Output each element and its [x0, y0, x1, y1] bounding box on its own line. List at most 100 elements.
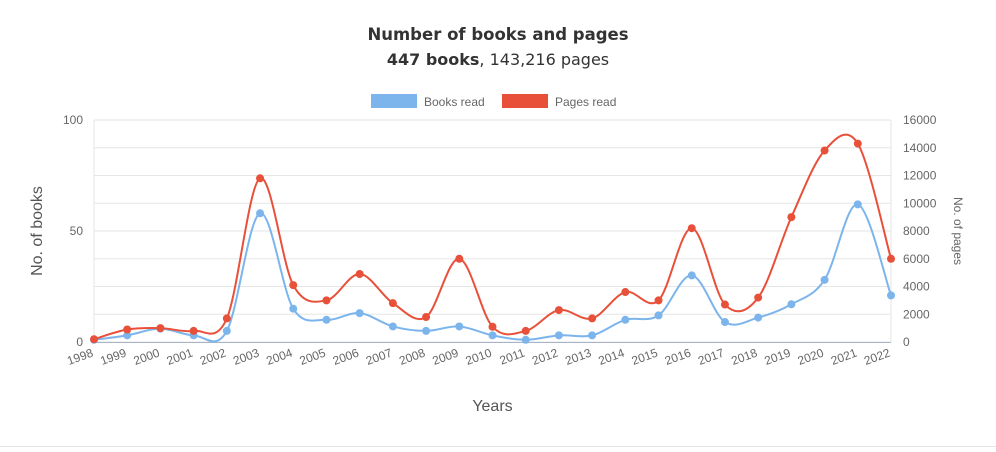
x-tick-label: 2016 [663, 346, 693, 368]
chart-title: Number of books and pages [367, 25, 629, 44]
data-point-pages-read [588, 314, 597, 323]
data-point-pages-read [189, 326, 198, 335]
y-right-tick-label: 4000 [903, 280, 930, 294]
pages-total: 143,216 pages [489, 50, 610, 69]
x-tick-label: 2011 [498, 346, 527, 368]
x-tick-label: 2002 [198, 346, 228, 368]
data-point-pages-read [488, 322, 497, 331]
data-point-books-read [687, 271, 696, 280]
y-right-tick-label: 12000 [903, 169, 937, 183]
x-tick-label: 2021 [829, 346, 859, 368]
x-tick-label: 1998 [65, 346, 95, 368]
y-right-tick-label: 8000 [903, 224, 930, 238]
bottom-divider [0, 446, 996, 447]
x-tick-label: 2009 [430, 346, 460, 368]
data-point-books-read [654, 311, 663, 320]
data-point-pages-read [256, 174, 265, 183]
data-point-books-read [720, 318, 729, 327]
x-tick-label: 2017 [696, 346, 726, 368]
data-point-books-read [887, 291, 895, 300]
series-line-books-read [93, 203, 892, 343]
data-point-books-read [322, 315, 331, 324]
data-point-books-read [422, 326, 431, 335]
y-right-tick-label: 2000 [903, 307, 930, 321]
x-tick-label: 2020 [796, 346, 826, 368]
y-right-tick-label: 10000 [903, 196, 937, 210]
series-line-pages-read [93, 133, 892, 341]
x-tick-label: 2013 [563, 346, 593, 368]
data-point-books-read [787, 300, 796, 309]
y-right-axis-title: No. of pages [951, 197, 965, 265]
series-books-read [90, 200, 895, 344]
data-point-pages-read [887, 254, 895, 263]
data-point-books-read [588, 331, 597, 340]
x-tick-label: 2022 [862, 346, 892, 368]
data-point-pages-read [388, 299, 397, 308]
data-point-books-read [621, 315, 630, 324]
data-point-pages-read [90, 335, 98, 344]
x-tick-label: 2014 [596, 346, 626, 368]
legend-label-pages-read: Pages read [555, 95, 616, 109]
data-point-pages-read [820, 146, 829, 155]
y-right-tick-labels: 0 2000 4000 6000 8000 10000 12000 14000 16000 [903, 113, 937, 349]
x-tick-label: 2015 [630, 346, 660, 368]
data-point-pages-read [455, 254, 464, 263]
x-tick-label: 2005 [298, 346, 328, 368]
x-tick-label: 2006 [331, 346, 361, 368]
data-point-books-read [455, 322, 464, 331]
x-tick-label: 2000 [132, 346, 162, 368]
data-point-pages-read [521, 326, 530, 335]
data-point-pages-read [754, 293, 763, 302]
data-point-books-read [123, 331, 132, 340]
x-axis-title: Years [472, 398, 512, 415]
gridlines [94, 119, 891, 343]
x-tick-label: 1999 [98, 346, 128, 368]
x-tick-label: 2003 [231, 346, 261, 368]
x-tick-label: 2018 [729, 346, 759, 368]
chart-subtitle: 447 books, 143,216 pages [386, 50, 610, 69]
x-tick-label: 2007 [364, 346, 394, 368]
legend: Books read Pages read [371, 94, 616, 109]
data-point-books-read [355, 309, 364, 318]
y-left-tick-label: 0 [76, 335, 83, 349]
data-point-pages-read [554, 306, 563, 315]
x-tick-label: 2012 [530, 346, 560, 368]
x-tick-label: 2001 [165, 346, 195, 368]
data-point-pages-read [355, 270, 364, 279]
data-point-books-read [820, 275, 829, 284]
data-point-pages-read [720, 300, 729, 309]
chart-title-block: Number of books and pages 447 books, 143… [0, 24, 996, 71]
x-tick-label: 2004 [264, 346, 294, 368]
data-point-pages-read [621, 288, 630, 297]
data-point-books-read [521, 335, 530, 344]
y-right-tick-label: 6000 [903, 252, 930, 266]
y-right-tick-label: 16000 [903, 113, 937, 127]
legend-label-books-read: Books read [424, 95, 485, 109]
y-left-tick-label: 50 [70, 224, 84, 238]
books-total: 447 books [386, 50, 480, 69]
data-point-pages-read [322, 296, 331, 305]
data-point-books-read [256, 209, 265, 218]
y-left-axis-title: No. of books [29, 186, 46, 276]
legend-swatch-pages-read [502, 94, 548, 108]
data-point-pages-read [787, 213, 796, 222]
data-point-pages-read [654, 296, 663, 305]
x-tick-label: 2008 [397, 346, 427, 368]
legend-swatch-books-read [371, 94, 417, 108]
x-tick-labels: 1998 1999 2000 2001 2002 2003 2004 2005 2006 2007… [65, 346, 892, 368]
data-point-books-read [289, 304, 298, 313]
data-point-pages-read [853, 139, 862, 148]
data-point-books-read [222, 326, 231, 335]
data-point-pages-read [156, 324, 165, 333]
data-point-books-read [388, 322, 397, 331]
data-point-books-read [554, 331, 563, 340]
data-point-books-read [488, 331, 497, 340]
x-tick-label: 2010 [464, 346, 494, 368]
data-point-pages-read [123, 325, 132, 334]
data-point-pages-read [687, 224, 696, 233]
y-left-tick-label: 100 [63, 113, 83, 127]
y-left-tick-labels: 0 50 100 [63, 113, 83, 349]
series-pages-read [90, 133, 895, 344]
y-right-tick-label: 14000 [903, 141, 937, 155]
